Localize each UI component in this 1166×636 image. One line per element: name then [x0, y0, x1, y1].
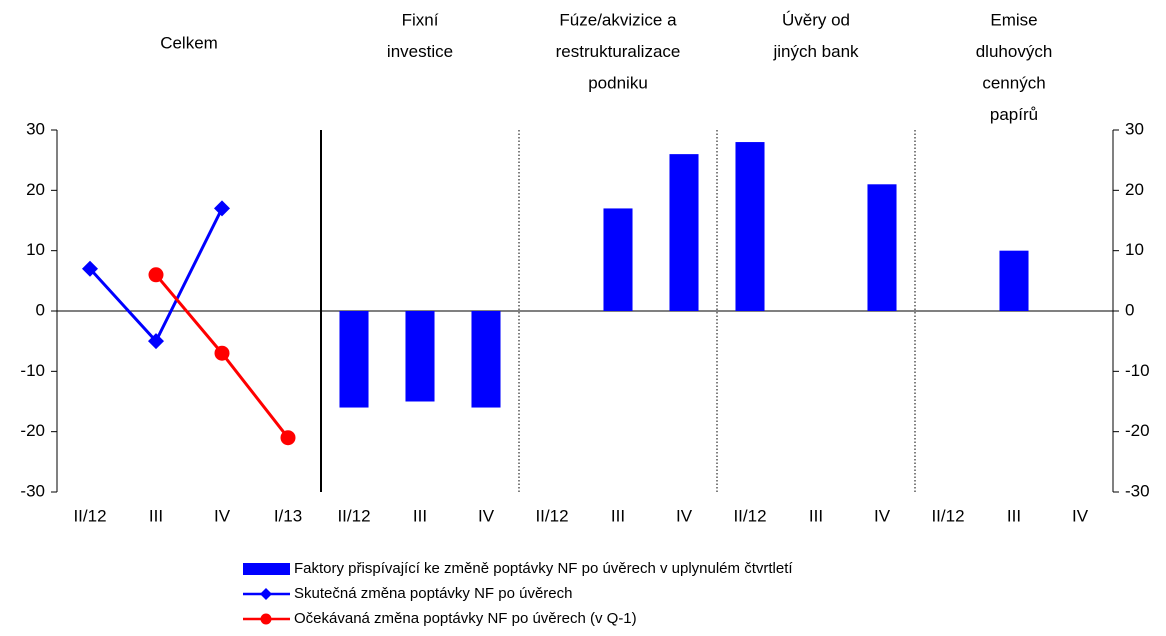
- y-tick-label: 0: [36, 300, 45, 319]
- x-tick-label: III: [611, 506, 625, 525]
- y-tick-label: 10: [26, 240, 45, 259]
- bar: [999, 250, 1029, 311]
- bar: [339, 311, 369, 408]
- group-label: Emise: [990, 10, 1037, 29]
- x-tick-label: II/12: [535, 506, 568, 525]
- x-tick-label: III: [149, 506, 163, 525]
- marker: [82, 260, 98, 277]
- group-label: jiných bank: [772, 42, 859, 61]
- y2-tick-label: 10: [1125, 240, 1144, 259]
- x-tick-label: II/12: [733, 506, 766, 525]
- y2-tick-label: -30: [1125, 481, 1150, 500]
- y2-tick-label: 20: [1125, 180, 1144, 199]
- legend-label: Faktory přispívající ke změně poptávky N…: [294, 560, 793, 577]
- group-label: papírů: [990, 105, 1038, 124]
- bar: [603, 208, 633, 311]
- x-tick-label: III: [809, 506, 823, 525]
- group-label: Úvěry od: [782, 10, 850, 29]
- y2-tick-label: -10: [1125, 361, 1150, 380]
- y2-tick-label: 30: [1125, 119, 1144, 138]
- legend-label: Očekávaná změna poptávky NF po úvěrech (…: [294, 610, 637, 627]
- y-tick-label: -10: [20, 361, 45, 380]
- bar: [669, 154, 699, 311]
- group-label: Celkem: [160, 33, 218, 52]
- group-label: dluhových: [976, 42, 1053, 61]
- x-tick-label: IV: [1072, 506, 1089, 525]
- marker: [214, 200, 230, 217]
- x-tick-label: II/12: [73, 506, 106, 525]
- marker: [148, 333, 164, 350]
- legend-label: Skutečná změna poptávky NF po úvěrech: [294, 585, 572, 602]
- y-tick-label: -30: [20, 481, 45, 500]
- x-tick-label: III: [413, 506, 427, 525]
- y2-tick-label: 0: [1125, 300, 1134, 319]
- x-tick-label: II/12: [337, 506, 370, 525]
- y-tick-label: -20: [20, 421, 45, 440]
- bar: [471, 311, 501, 408]
- group-label: investice: [387, 42, 453, 61]
- bar: [735, 142, 765, 311]
- x-tick-label: IV: [676, 506, 693, 525]
- group-label: restrukturalizace: [556, 42, 681, 61]
- x-tick-label: III: [1007, 506, 1021, 525]
- group-label: Fúze/akvizice a: [559, 10, 677, 29]
- group-label: Fixní: [402, 10, 439, 29]
- legend-marker: [260, 613, 272, 625]
- x-tick-label: IV: [478, 506, 495, 525]
- legend-marker: [260, 588, 272, 600]
- group-label: cenných: [982, 73, 1045, 92]
- x-tick-label: I/13: [274, 506, 302, 525]
- bar: [867, 184, 897, 311]
- group-label: podniku: [588, 73, 648, 92]
- y-tick-label: 30: [26, 119, 45, 138]
- marker: [148, 267, 164, 283]
- y2-tick-label: -20: [1125, 421, 1150, 440]
- x-tick-label: IV: [874, 506, 891, 525]
- x-tick-label: IV: [214, 506, 231, 525]
- y-tick-label: 20: [26, 180, 45, 199]
- marker: [214, 345, 230, 361]
- marker: [280, 430, 296, 446]
- x-tick-label: II/12: [931, 506, 964, 525]
- legend-swatch: [243, 563, 290, 575]
- bar: [405, 311, 435, 402]
